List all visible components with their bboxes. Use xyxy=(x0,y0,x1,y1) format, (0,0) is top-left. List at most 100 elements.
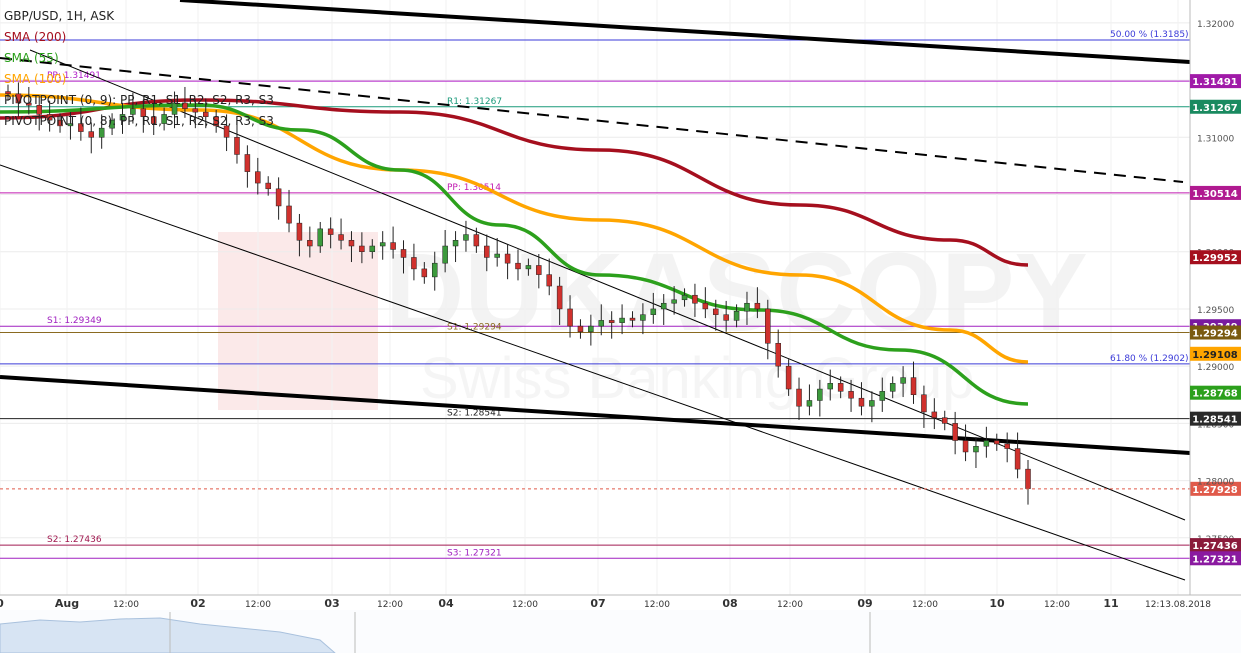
candle-body xyxy=(338,234,344,241)
pivot-levels: 50.00 % (1.3185) PP: 1.31491 R1: 1.31267 PP… xyxy=(0,30,1190,559)
ma-badge-label: 1.28768 xyxy=(1192,389,1238,400)
candle-body xyxy=(817,388,823,401)
candle-body xyxy=(171,102,178,115)
candle-body xyxy=(307,240,313,247)
candle-body xyxy=(910,377,917,396)
candle-body xyxy=(88,131,95,138)
price-badge: 1.30514 xyxy=(1190,185,1241,200)
candle-body xyxy=(369,245,376,252)
ma-badge-bg xyxy=(1190,385,1241,400)
candle-body xyxy=(36,105,42,115)
candle-body xyxy=(463,234,469,241)
x-tick-label: 10 xyxy=(989,597,1005,610)
x-tick-label: 12:00 xyxy=(644,600,670,610)
candle-body xyxy=(442,245,448,264)
price-badge-bg xyxy=(1190,185,1241,200)
candle-body xyxy=(567,308,573,327)
x-tick-label: 07 xyxy=(590,597,605,610)
candle-body xyxy=(359,245,365,252)
ma-badge: 1.28768 xyxy=(1190,385,1241,400)
x-tick-label: 12:00 xyxy=(245,600,271,610)
candle-body xyxy=(827,383,833,390)
ma-badge-label: 1.29952 xyxy=(1192,253,1238,264)
price-badge-bg xyxy=(1190,538,1241,553)
candle-body xyxy=(484,245,490,258)
ma-badge: 1.29108 xyxy=(1190,346,1241,361)
candle-body xyxy=(286,205,292,224)
candle-body xyxy=(598,320,605,327)
candle-body xyxy=(900,377,906,384)
price-badge: 1.31491 xyxy=(1190,74,1241,89)
candle-body xyxy=(879,391,886,401)
moving-averages xyxy=(0,93,1029,406)
candle-body xyxy=(473,234,480,247)
level-label: 61.80 % (1.2902) xyxy=(1110,354,1189,364)
candle-body xyxy=(744,302,750,312)
price-badge-bg xyxy=(1190,74,1241,89)
candle-body xyxy=(629,317,636,321)
x-tick-label: 12:00 xyxy=(377,600,403,610)
x-tick-label: 12:00 xyxy=(512,600,538,610)
candle-body xyxy=(182,102,188,109)
sma-200-line xyxy=(0,98,1029,267)
x-tick-label: 02 xyxy=(190,597,205,610)
x-tick-label: 04 xyxy=(438,597,454,610)
candle-body xyxy=(421,268,428,278)
price-badge-label: 1.27436 xyxy=(1192,541,1238,552)
candle-body xyxy=(1014,448,1021,470)
candle-body xyxy=(889,383,896,392)
ma-badge-bg xyxy=(1190,346,1241,361)
candle-body xyxy=(327,228,334,235)
x-axis: 0 Aug 12:00 02 12:00 03 12:00 04 12:00 07 12:00 08 1… xyxy=(0,597,1211,610)
price-badge: 1.29294 xyxy=(1190,325,1241,340)
candle-body xyxy=(452,240,459,247)
price-badge-label: 1.30514 xyxy=(1192,189,1238,200)
ma-badge: 1.29952 xyxy=(1190,250,1241,265)
candle-body xyxy=(931,411,938,418)
candle-body xyxy=(765,308,771,344)
candle-body xyxy=(67,123,74,127)
candle-body xyxy=(46,114,53,121)
candle-body xyxy=(962,440,969,453)
level-label: S2: 1.27436 xyxy=(47,535,102,545)
candle-body xyxy=(525,265,532,270)
level-label: S3: 1.27321 xyxy=(447,548,502,558)
level-label: PP: 1.31491 xyxy=(47,71,101,81)
candle-body xyxy=(536,265,542,275)
y-axis: 1.320001.315001.310001.305001.300001.295… xyxy=(1197,20,1234,545)
x-tick-label: 08 xyxy=(722,597,737,610)
candle-body xyxy=(994,440,1000,445)
candle-body xyxy=(57,119,63,127)
price-badge-bg xyxy=(1190,551,1241,566)
candle-body xyxy=(588,325,594,333)
candle-body xyxy=(161,114,167,124)
trendline-upper-thick xyxy=(179,0,1191,64)
current-price-badge-bg xyxy=(1190,481,1241,496)
candle-body xyxy=(671,299,677,304)
candle-body xyxy=(733,310,740,321)
legend-sma-55: SMA (55) xyxy=(4,51,59,65)
candle-body xyxy=(754,302,761,310)
y-tick-label: 1.31000 xyxy=(1197,134,1234,144)
candle-body xyxy=(837,383,844,392)
candle-body xyxy=(140,108,147,117)
candle-body xyxy=(234,137,240,155)
candle-body xyxy=(640,314,646,321)
candle-body xyxy=(941,417,948,424)
candle-body xyxy=(275,188,282,207)
candle-body xyxy=(411,257,417,270)
candle-body xyxy=(244,154,251,172)
price-badge-label: 1.31491 xyxy=(1192,77,1238,88)
sma-55-line xyxy=(0,103,1029,406)
candle-body xyxy=(78,123,84,132)
y-tick-label: 1.28000 xyxy=(1197,478,1234,488)
price-badge-bg xyxy=(1190,99,1241,114)
candle-body xyxy=(119,114,126,121)
gridlines xyxy=(0,0,1190,595)
y-tick-label: 1.29500 xyxy=(1197,306,1234,316)
trend-lines xyxy=(0,0,1191,581)
candle-body xyxy=(400,249,407,258)
candle-body xyxy=(296,222,303,241)
navigator[interactable] xyxy=(0,610,1241,653)
